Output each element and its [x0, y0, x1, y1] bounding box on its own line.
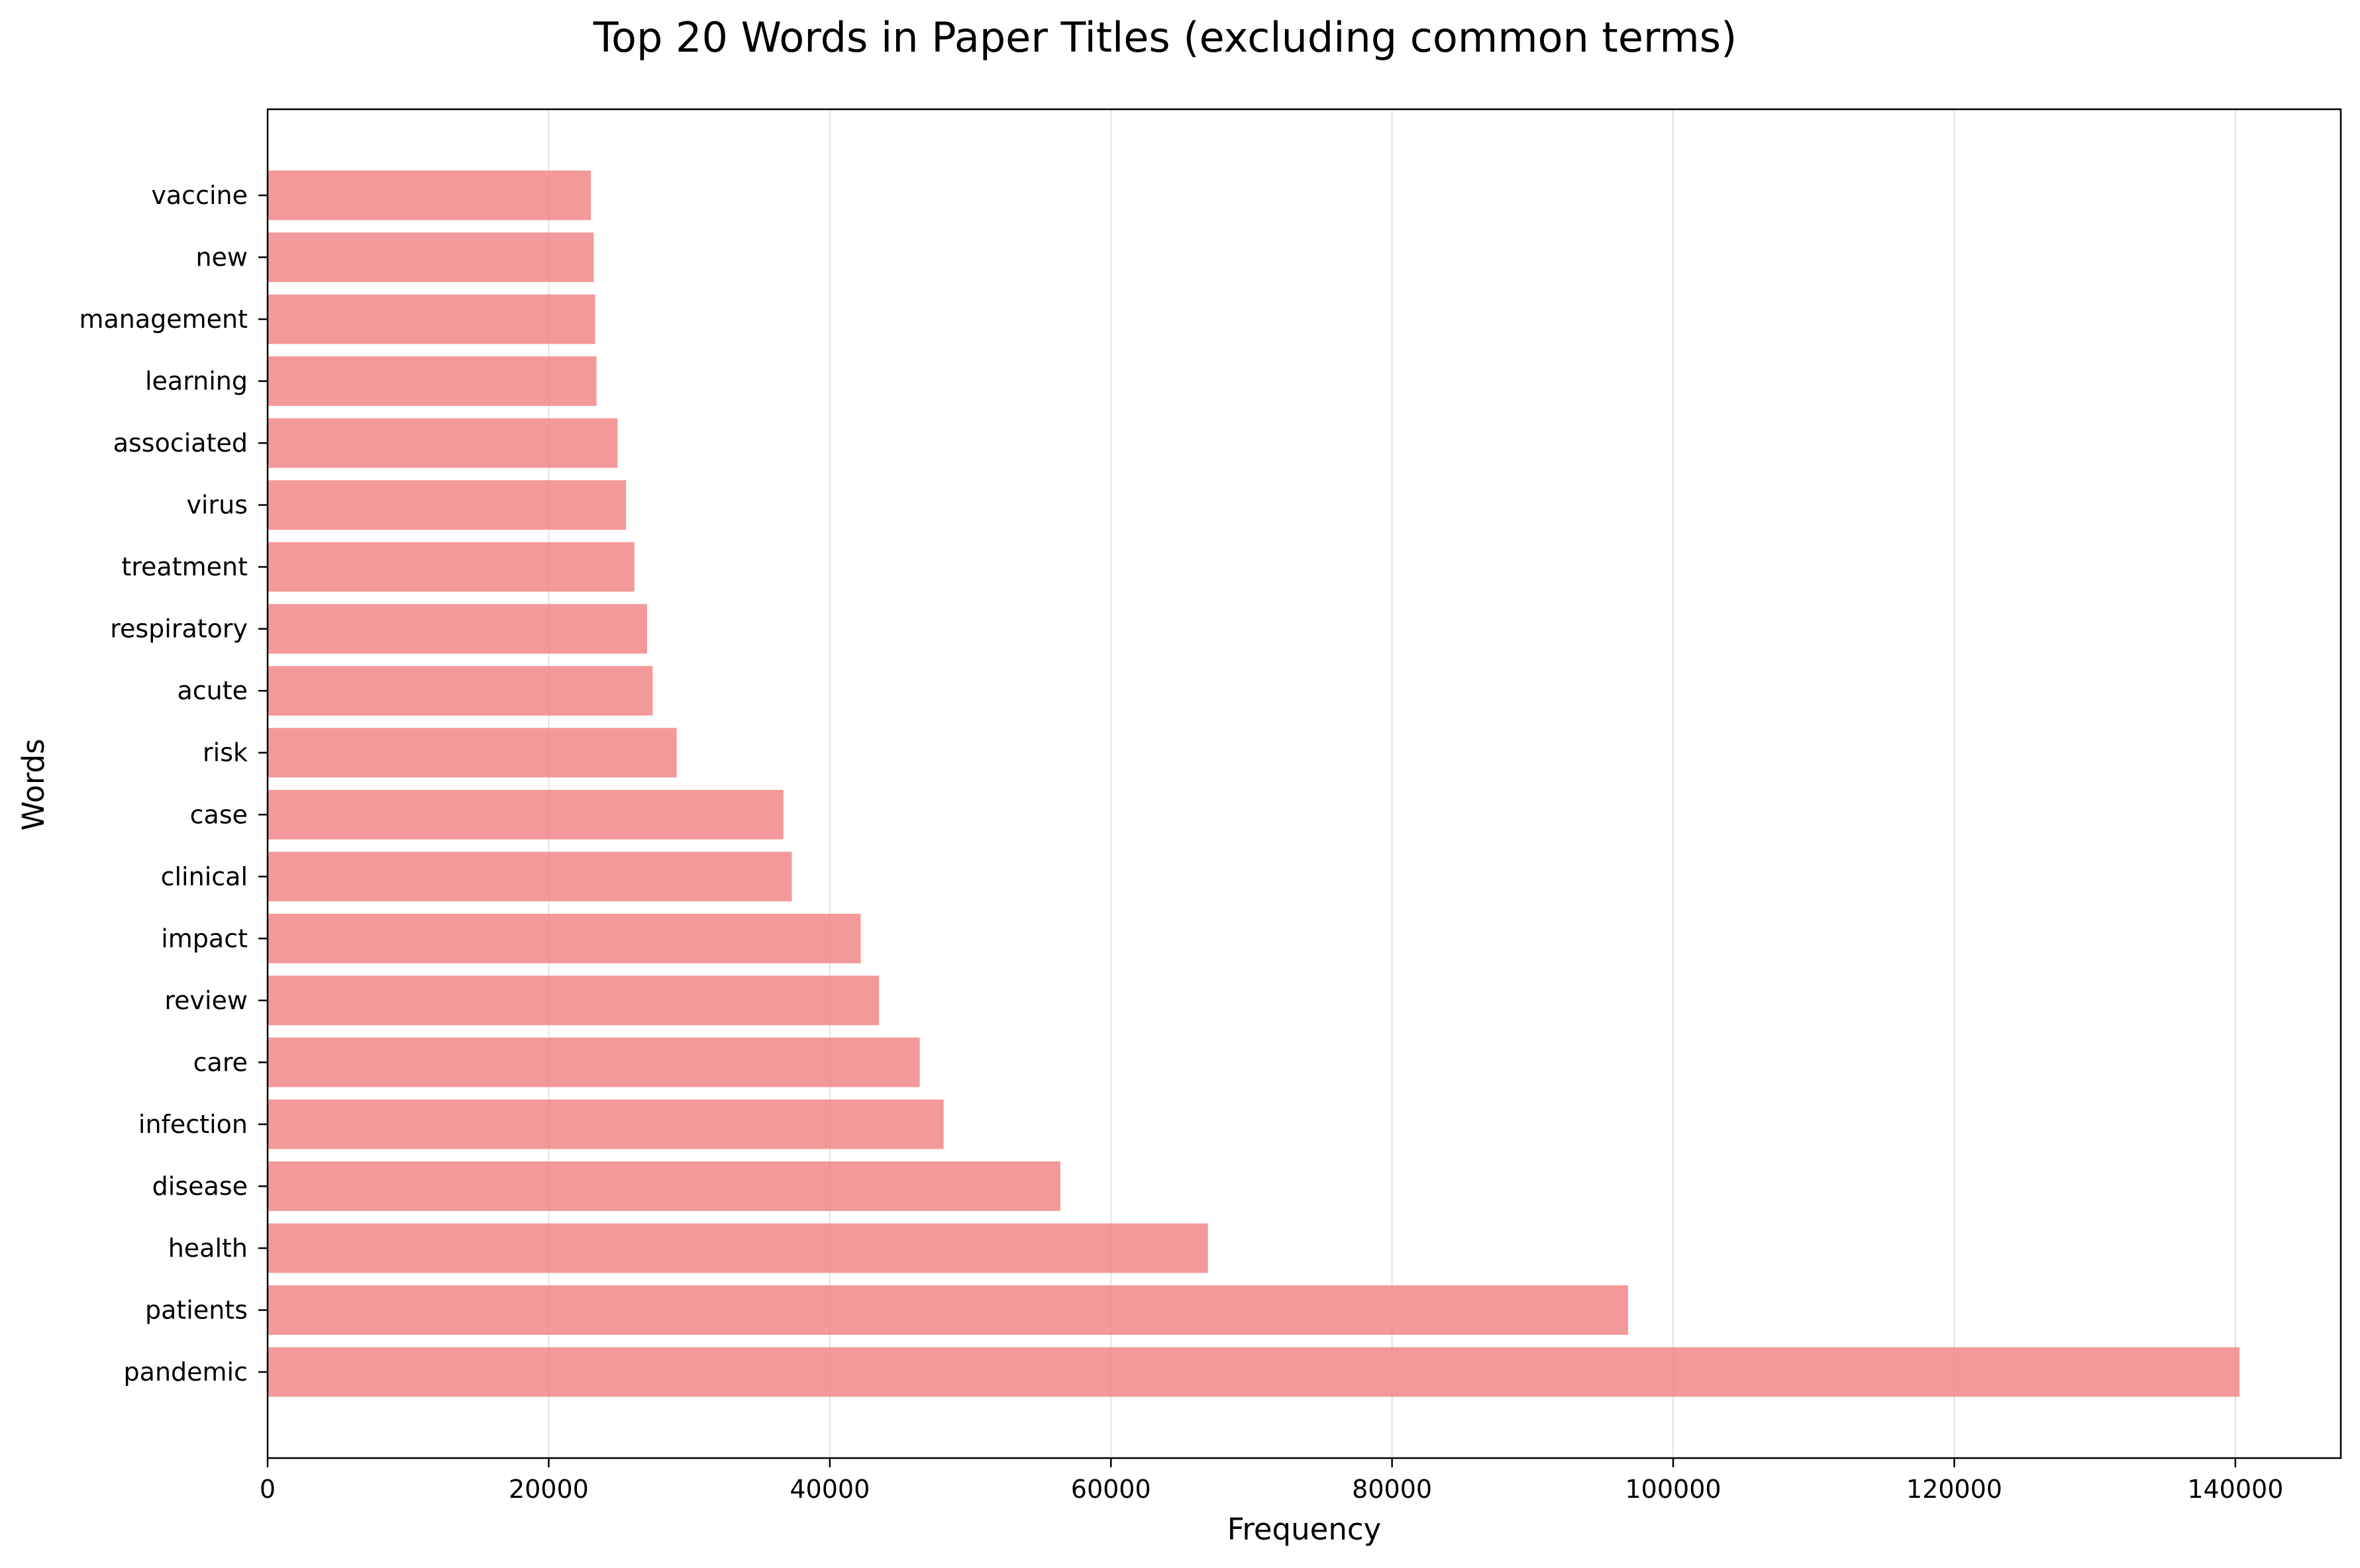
y-tick-label-vaccine: vaccine — [151, 181, 248, 210]
bars — [268, 170, 2240, 1397]
x-axis-ticks: 0 20000 40000 60000 80000 100000 120000 140000 — [260, 1458, 2283, 1504]
x-tick-label: 20000 — [509, 1475, 589, 1504]
chart-title: Top 20 Words in Paper Titles (excluding … — [593, 13, 1737, 62]
bar-virus — [268, 480, 627, 530]
bar-health — [268, 1223, 1208, 1273]
bar-care — [268, 1037, 920, 1087]
bar-respiratory — [268, 604, 647, 654]
y-tick-label-infection: infection — [138, 1110, 248, 1139]
x-tick-label: 0 — [260, 1475, 276, 1504]
bar-disease — [268, 1161, 1060, 1211]
y-tick-label-disease: disease — [152, 1171, 248, 1200]
y-axis-ticks: pandemic patients health disease infection ca… — [79, 181, 268, 1387]
y-tick-label-clinical: clinical — [161, 862, 248, 891]
y-tick-label-treatment: treatment — [121, 552, 248, 581]
x-tick-label: 100000 — [1625, 1475, 1721, 1504]
y-tick-label-patients: patients — [145, 1295, 248, 1324]
bar-patients — [268, 1285, 1629, 1335]
y-axis-label: Words — [16, 738, 51, 830]
x-tick-label: 140000 — [2187, 1475, 2283, 1504]
bar-clinical — [268, 852, 792, 902]
x-axis-label: Frequency — [1227, 1512, 1381, 1547]
bar-new — [268, 232, 594, 282]
bar-impact — [268, 913, 861, 963]
x-tick-label: 60000 — [1071, 1475, 1151, 1504]
y-tick-label-impact: impact — [161, 924, 248, 953]
y-tick-label-virus: virus — [186, 491, 248, 520]
bar-learning — [268, 356, 597, 406]
bar-management — [268, 294, 595, 344]
bar-infection — [268, 1099, 944, 1150]
y-tick-label-management: management — [79, 305, 248, 334]
y-tick-label-review: review — [164, 986, 248, 1015]
y-tick-label-learning: learning — [145, 367, 248, 396]
y-tick-label-respiratory: respiratory — [110, 614, 248, 644]
bar-risk — [268, 728, 677, 778]
bar-associated — [268, 418, 618, 468]
bar-pandemic — [268, 1347, 2240, 1397]
y-tick-label-new: new — [195, 243, 248, 272]
bar-acute — [268, 665, 653, 716]
y-tick-label-health: health — [168, 1234, 248, 1263]
x-tick-label: 80000 — [1352, 1475, 1432, 1504]
bar-treatment — [268, 542, 635, 592]
bar-vaccine — [268, 170, 591, 220]
bar-review — [268, 975, 880, 1026]
y-tick-label-associated: associated — [113, 428, 248, 458]
y-tick-label-care: care — [193, 1048, 248, 1077]
x-tick-label: 40000 — [790, 1475, 870, 1504]
x-tick-label: 120000 — [1906, 1475, 2002, 1504]
y-tick-label-risk: risk — [203, 738, 248, 767]
plot-frame — [266, 108, 2342, 1459]
y-tick-label-case: case — [190, 800, 248, 829]
bar-case — [268, 789, 784, 840]
y-tick-label-pandemic: pandemic — [124, 1357, 248, 1387]
y-tick-label-acute: acute — [177, 676, 248, 705]
